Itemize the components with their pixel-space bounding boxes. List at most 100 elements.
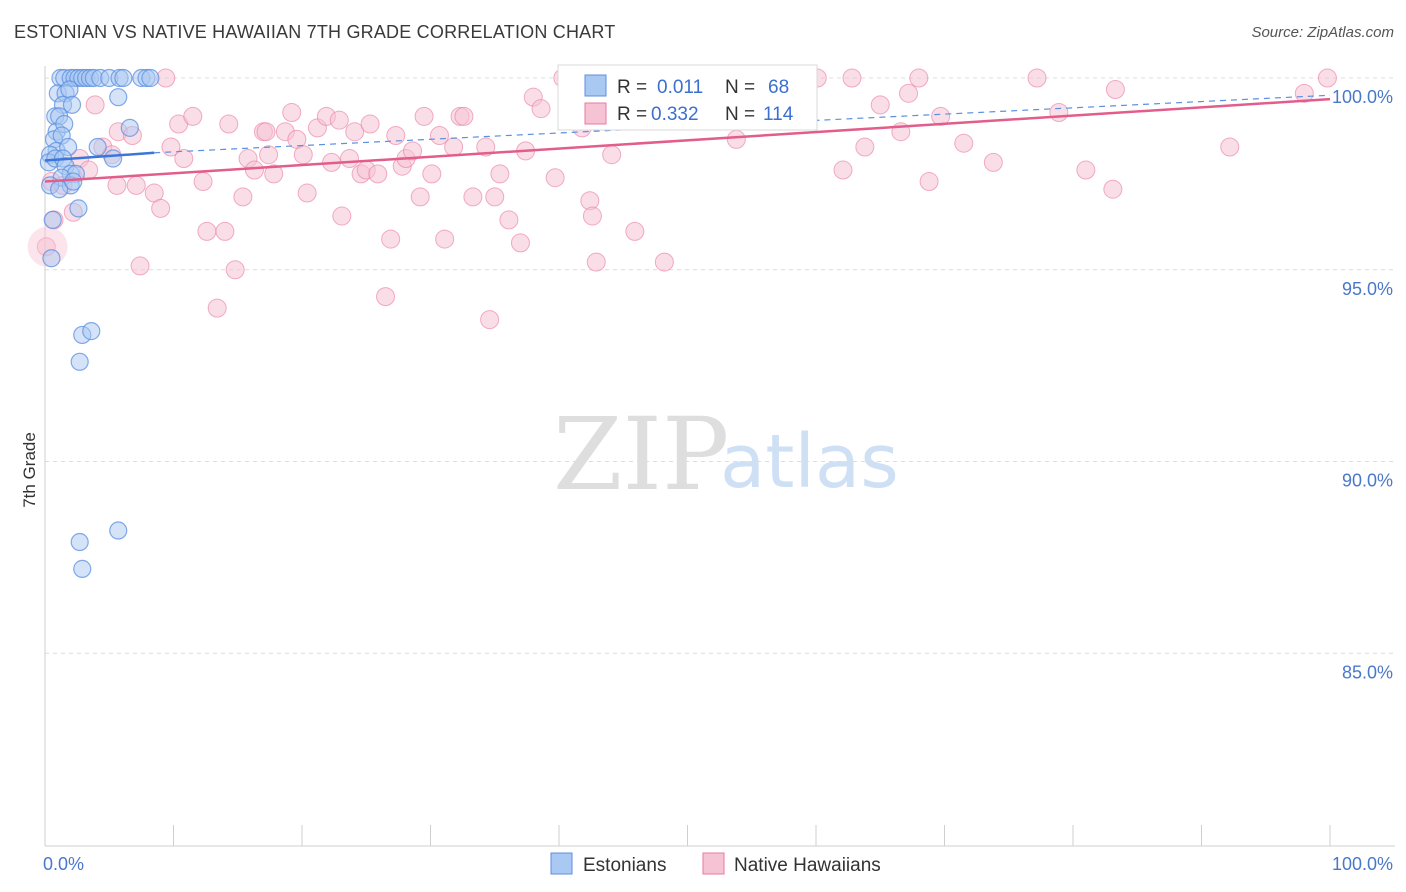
hawaiian-point-45	[340, 149, 360, 169]
x-tick-labels: 0.0% 100.0%	[43, 854, 1393, 874]
chart-title: ESTONIAN VS NATIVE HAWAIIAN 7TH GRADE CO…	[14, 22, 616, 42]
hawaiian-point-50	[368, 164, 388, 184]
hawaiian-point-104	[1027, 68, 1047, 88]
hawaiian-point-105	[1049, 103, 1069, 123]
hawaiian-point-57	[410, 187, 430, 207]
hawaiian-point-80	[586, 252, 606, 272]
hawaiian-point-110	[1317, 68, 1337, 88]
estonian-point-46	[43, 210, 62, 229]
legend-swatch-hawaiians	[584, 102, 607, 125]
watermark: ZIP atlas	[553, 396, 899, 513]
hawaiian-point-61	[435, 229, 455, 249]
legend-n-label-2: N =	[725, 104, 755, 125]
hawaiian-point-94	[842, 68, 862, 88]
estonian-points	[39, 68, 160, 578]
watermark-zip: ZIP	[553, 396, 729, 513]
hawaiian-point-107	[1103, 179, 1123, 199]
legend-swatch-estonians	[584, 74, 607, 97]
hawaiian-point-20	[174, 149, 194, 169]
estonian-point-20	[62, 95, 82, 114]
hawaiian-point-82	[602, 145, 622, 165]
estonian-point-50	[70, 352, 89, 371]
hawaiian-point-34	[264, 164, 284, 184]
hawaiian-point-53	[386, 126, 406, 146]
legend-r-value-1: 0.011	[657, 77, 703, 98]
hawaiian-point-23	[197, 221, 217, 241]
hawaiian-point-59	[422, 164, 442, 184]
hawaiian-point-43	[329, 110, 349, 130]
hawaiian-trend-line	[44, 97, 1331, 183]
hawaiian-point-69	[490, 164, 510, 184]
hawaiian-point-103	[983, 152, 1003, 172]
hawaiian-point-25	[215, 221, 235, 241]
y-axis-label: 7th Grade	[20, 432, 39, 508]
hawaiian-point-22	[193, 172, 213, 192]
estonian-point-41	[64, 172, 83, 191]
hawaiian-point-74	[531, 99, 551, 119]
hawaiian-point-28	[233, 187, 253, 207]
hawaiian-point-109	[1220, 137, 1240, 157]
y-tick-label-1: 95.0%	[1342, 279, 1393, 299]
y-tick-label-3: 85.0%	[1342, 662, 1393, 682]
hawaiian-point-108	[1105, 80, 1125, 100]
x-tick-label-0: 0.0%	[43, 854, 84, 874]
hawaiian-point-24	[207, 298, 227, 318]
axes	[44, 66, 1395, 847]
hawaiian-point-18	[161, 137, 181, 157]
estonian-point-44	[120, 118, 139, 137]
source-label: Source: ZipAtlas.com	[1251, 24, 1394, 41]
bottom-legend-swatch-estonians	[550, 852, 573, 875]
hawaiian-point-79	[582, 206, 602, 226]
y-tick-label-0: 100.0%	[1332, 87, 1393, 107]
legend-n-value-1: 68	[768, 77, 789, 98]
hawaiian-point-100	[919, 172, 939, 192]
hawaiian-point-64	[454, 106, 474, 126]
hawaiian-point-67	[480, 310, 500, 330]
hawaiian-point-96	[870, 95, 890, 115]
hawaiian-point-21	[183, 106, 203, 126]
hawaiian-point-49	[360, 114, 380, 134]
legend-r-label-2: R =	[617, 104, 647, 125]
hawaiian-point-65	[463, 187, 483, 207]
hawaiian-point-93	[833, 160, 853, 180]
hawaiian-point-87	[654, 252, 674, 272]
hawaiian-point-13	[126, 175, 146, 195]
estonian-point-12	[114, 68, 133, 88]
x-tick-label-1: 100.0%	[1332, 854, 1393, 874]
estonian-point-52	[70, 532, 89, 552]
hawaiian-point-10	[107, 175, 127, 195]
estonian-point-47	[42, 249, 61, 268]
estonian-point-51	[109, 521, 128, 540]
estonian-point-49	[82, 322, 101, 341]
bottom-legend-estonians: Estonians	[583, 855, 666, 876]
legend-r-label-1: R =	[617, 77, 647, 98]
hawaiian-point-99	[909, 68, 929, 88]
bottom-legend: Estonians Native Hawaiians	[550, 852, 881, 876]
hawaiian-point-30	[244, 160, 264, 180]
hawaiian-point-27	[225, 260, 245, 280]
hawaiian-point-111	[1294, 83, 1314, 103]
estonian-point-43	[104, 149, 123, 168]
hawaiian-point-16	[130, 256, 150, 276]
legend-n-label-1: N =	[725, 77, 755, 98]
hawaiian-point-26	[219, 114, 239, 134]
estonian-point-21	[109, 88, 128, 107]
estonian-point-53	[73, 559, 92, 578]
estonian-point-15	[141, 68, 160, 88]
hawaiian-point-89	[726, 129, 746, 149]
hawaiian-point-75	[545, 168, 565, 188]
hawaiian-point-60	[429, 126, 449, 146]
bottom-legend-swatch-hawaiians	[702, 852, 725, 875]
hawaiian-point-95	[855, 137, 875, 157]
estonian-trend-line	[44, 151, 155, 162]
estonian-point-42	[88, 137, 107, 157]
watermark-atlas: atlas	[720, 419, 899, 505]
hawaiian-point-46	[345, 122, 365, 142]
y-tick-labels: 100.0% 95.0% 90.0% 85.0%	[1332, 87, 1393, 682]
legend-box: R = 0.011 N = 68 R = 0.332 N = 114	[557, 64, 818, 131]
legend-n-value-2: 114	[763, 104, 794, 125]
hawaiian-point-17	[156, 68, 176, 88]
hawaiian-point-33	[259, 145, 279, 165]
bottom-legend-hawaiians: Native Hawaiians	[734, 855, 881, 876]
